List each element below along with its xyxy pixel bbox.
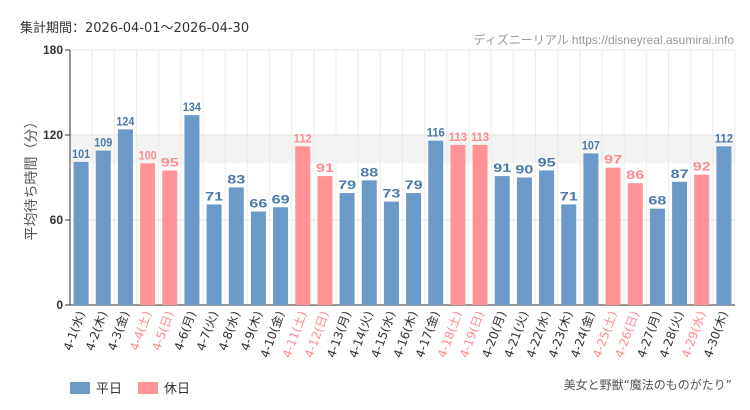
bar [95, 150, 111, 305]
bar [694, 174, 710, 305]
data-label: 83 [227, 172, 245, 186]
bar [361, 180, 377, 305]
bar [472, 144, 488, 305]
bar [605, 167, 621, 305]
data-label: 113 [449, 130, 467, 144]
data-label: 116 [427, 126, 445, 140]
bar [649, 208, 665, 305]
data-label: 79 [405, 178, 423, 192]
bar [428, 140, 444, 305]
bar [494, 176, 510, 305]
bar [627, 183, 643, 305]
bar [117, 129, 133, 305]
period-label: 集計期間：2026-04-01～2026-04-30 [20, 21, 250, 36]
data-label: 134 [183, 100, 201, 114]
bar [73, 161, 89, 305]
site-credit: ディズニーリアル https://disneyreal.asumirai.inf… [473, 33, 734, 47]
y-tick-label: 60 [50, 213, 64, 227]
data-label: 87 [671, 167, 689, 181]
bar [383, 201, 399, 305]
legend-swatch-weekday [70, 381, 90, 394]
data-label: 109 [94, 136, 112, 150]
legend-holiday[interactable]: 休日 [138, 378, 190, 397]
data-label: 91 [316, 161, 334, 175]
data-label: 113 [471, 130, 489, 144]
bar [273, 207, 289, 305]
data-label: 95 [538, 155, 556, 169]
y-tick-label: 180 [43, 43, 63, 57]
data-label: 71 [560, 189, 578, 203]
bar [539, 170, 555, 305]
data-label: 71 [205, 189, 223, 203]
data-label: 73 [382, 187, 400, 201]
bar [295, 146, 311, 305]
bar [583, 153, 599, 305]
data-label: 69 [272, 192, 290, 206]
bar [184, 115, 200, 306]
data-label: 112 [715, 131, 733, 145]
bar [561, 204, 577, 305]
data-label: 79 [338, 178, 356, 192]
legend-label: 休日 [164, 382, 191, 397]
y-axis-title: 平均待ち時間（分） [24, 115, 40, 241]
bar [672, 181, 688, 305]
bar [162, 170, 178, 305]
bar [516, 177, 532, 305]
legend-label: 平日 [96, 382, 123, 397]
data-label: 90 [515, 163, 533, 177]
legend-swatch-holiday [138, 381, 159, 394]
bar [250, 211, 266, 305]
data-label: 68 [648, 194, 666, 208]
data-label: 95 [161, 155, 179, 169]
bar [140, 163, 156, 305]
bar [206, 204, 222, 305]
data-label: 88 [360, 165, 378, 179]
data-label: 92 [693, 160, 711, 174]
data-label: 124 [116, 114, 134, 128]
bar [450, 144, 466, 305]
y-tick-label: 120 [43, 128, 63, 142]
data-label: 86 [626, 168, 644, 182]
bar [716, 146, 732, 305]
data-label: 66 [249, 197, 267, 211]
y-tick-label: 0 [56, 298, 63, 312]
bar [406, 193, 422, 305]
legend: 平日 休日 [70, 378, 190, 397]
data-label: 100 [139, 148, 157, 162]
data-label: 112 [294, 131, 312, 145]
legend-weekday[interactable]: 平日 [70, 378, 122, 397]
bar [339, 193, 355, 305]
data-label: 101 [72, 147, 90, 161]
data-label: 91 [493, 161, 511, 175]
data-label: 97 [604, 153, 622, 167]
data-label: 107 [582, 138, 600, 152]
bar [317, 176, 333, 305]
attraction-name: 美女と野獣“魔法のものがたり” [563, 378, 732, 392]
bar [228, 187, 244, 305]
